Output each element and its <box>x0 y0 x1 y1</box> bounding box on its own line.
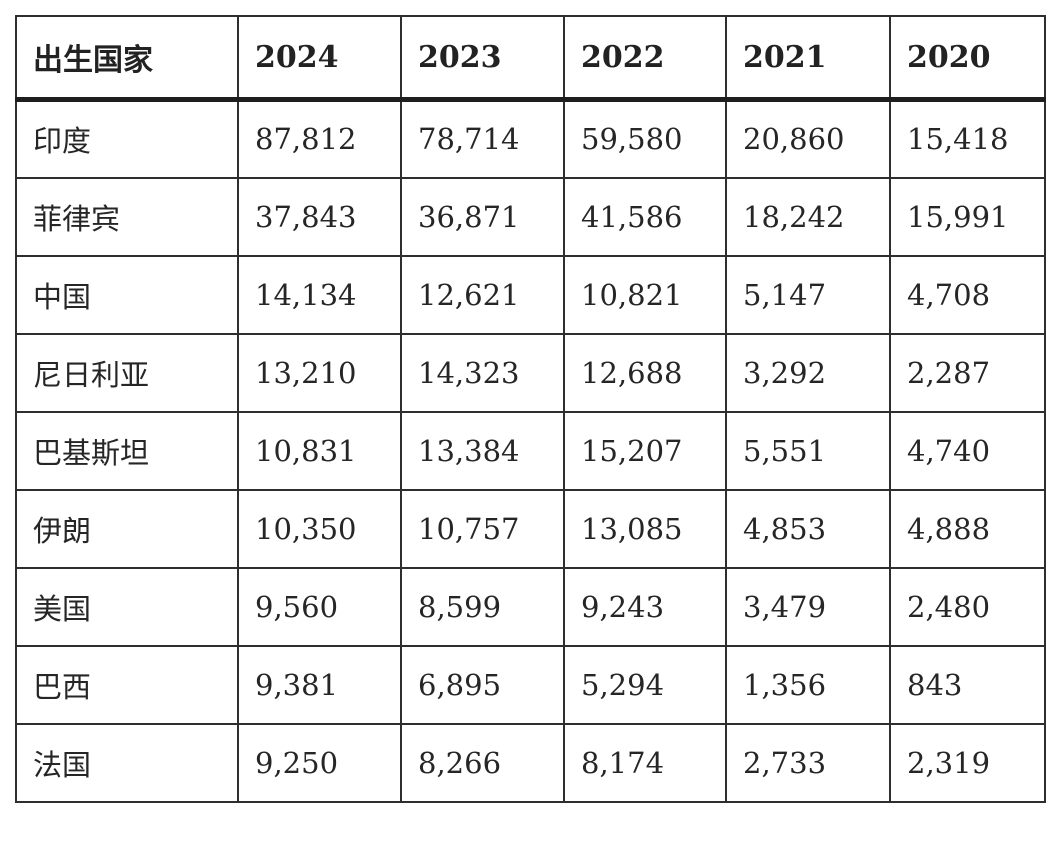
value-cell-2021: 1,356 <box>725 644 891 725</box>
table-row: 尼日利亚 13,210 14,323 12,688 3,292 2,287 <box>15 332 1046 413</box>
value-cell-2024: 37,843 <box>237 176 402 257</box>
header-cell-2023: 2023 <box>400 15 565 102</box>
value-cell-2023: 78,714 <box>400 98 565 179</box>
country-cell: 巴基斯坦 <box>15 410 239 491</box>
value-cell-2024: 9,560 <box>237 566 402 647</box>
value-cell-2024: 13,210 <box>237 332 402 413</box>
value-cell-2021: 3,479 <box>725 566 891 647</box>
value-cell-2022: 12,688 <box>563 332 727 413</box>
value-cell-2023: 8,599 <box>400 566 565 647</box>
value-cell-2024: 9,250 <box>237 722 402 803</box>
value-cell-2021: 18,242 <box>725 176 891 257</box>
value-cell-2024: 10,350 <box>237 488 402 569</box>
value-cell-2021: 5,147 <box>725 254 891 335</box>
value-cell-2023: 12,621 <box>400 254 565 335</box>
value-cell-2021: 5,551 <box>725 410 891 491</box>
value-cell-2020: 4,888 <box>889 488 1046 569</box>
table-row: 法国 9,250 8,266 8,174 2,733 2,319 <box>15 722 1046 803</box>
value-cell-2021: 3,292 <box>725 332 891 413</box>
country-cell: 印度 <box>15 98 239 179</box>
value-cell-2022: 8,174 <box>563 722 727 803</box>
value-cell-2024: 87,812 <box>237 98 402 179</box>
value-cell-2023: 13,384 <box>400 410 565 491</box>
table-row: 中国 14,134 12,621 10,821 5,147 4,708 <box>15 254 1046 335</box>
table-row: 菲律宾 37,843 36,871 41,586 18,242 15,991 <box>15 176 1046 257</box>
value-cell-2024: 10,831 <box>237 410 402 491</box>
table-row: 印度 87,812 78,714 59,580 20,860 15,418 <box>15 98 1046 179</box>
value-cell-2021: 20,860 <box>725 98 891 179</box>
header-cell-2024: 2024 <box>237 15 402 102</box>
value-cell-2022: 15,207 <box>563 410 727 491</box>
country-cell: 中国 <box>15 254 239 335</box>
header-cell-country: 出生国家 <box>15 15 239 102</box>
header-row: 出生国家 2024 2023 2022 2021 2020 <box>15 15 1046 102</box>
header-cell-2021: 2021 <box>725 15 891 102</box>
value-cell-2020: 15,991 <box>889 176 1046 257</box>
table-header: 出生国家 2024 2023 2022 2021 2020 <box>15 15 1046 102</box>
value-cell-2022: 10,821 <box>563 254 727 335</box>
value-cell-2023: 8,266 <box>400 722 565 803</box>
header-cell-2020: 2020 <box>889 15 1046 102</box>
header-cell-2022: 2022 <box>563 15 727 102</box>
value-cell-2023: 36,871 <box>400 176 565 257</box>
value-cell-2021: 2,733 <box>725 722 891 803</box>
country-cell: 菲律宾 <box>15 176 239 257</box>
value-cell-2022: 9,243 <box>563 566 727 647</box>
birth-country-table: 出生国家 2024 2023 2022 2021 2020 印度 87,812 … <box>15 15 1046 803</box>
country-cell: 美国 <box>15 566 239 647</box>
value-cell-2023: 6,895 <box>400 644 565 725</box>
value-cell-2022: 59,580 <box>563 98 727 179</box>
value-cell-2022: 5,294 <box>563 644 727 725</box>
value-cell-2023: 10,757 <box>400 488 565 569</box>
country-cell: 巴西 <box>15 644 239 725</box>
value-cell-2020: 15,418 <box>889 98 1046 179</box>
table-row: 伊朗 10,350 10,757 13,085 4,853 4,888 <box>15 488 1046 569</box>
value-cell-2020: 4,740 <box>889 410 1046 491</box>
value-cell-2023: 14,323 <box>400 332 565 413</box>
value-cell-2020: 4,708 <box>889 254 1046 335</box>
value-cell-2022: 13,085 <box>563 488 727 569</box>
value-cell-2020: 2,319 <box>889 722 1046 803</box>
table-row: 美国 9,560 8,599 9,243 3,479 2,480 <box>15 566 1046 647</box>
table-row: 巴基斯坦 10,831 13,384 15,207 5,551 4,740 <box>15 410 1046 491</box>
table-body: 印度 87,812 78,714 59,580 20,860 15,418 菲律… <box>15 98 1046 803</box>
country-cell: 法国 <box>15 722 239 803</box>
value-cell-2024: 9,381 <box>237 644 402 725</box>
value-cell-2024: 14,134 <box>237 254 402 335</box>
value-cell-2021: 4,853 <box>725 488 891 569</box>
value-cell-2020: 843 <box>889 644 1046 725</box>
value-cell-2020: 2,287 <box>889 332 1046 413</box>
value-cell-2020: 2,480 <box>889 566 1046 647</box>
country-cell: 尼日利亚 <box>15 332 239 413</box>
table-row: 巴西 9,381 6,895 5,294 1,356 843 <box>15 644 1046 725</box>
country-cell: 伊朗 <box>15 488 239 569</box>
value-cell-2022: 41,586 <box>563 176 727 257</box>
